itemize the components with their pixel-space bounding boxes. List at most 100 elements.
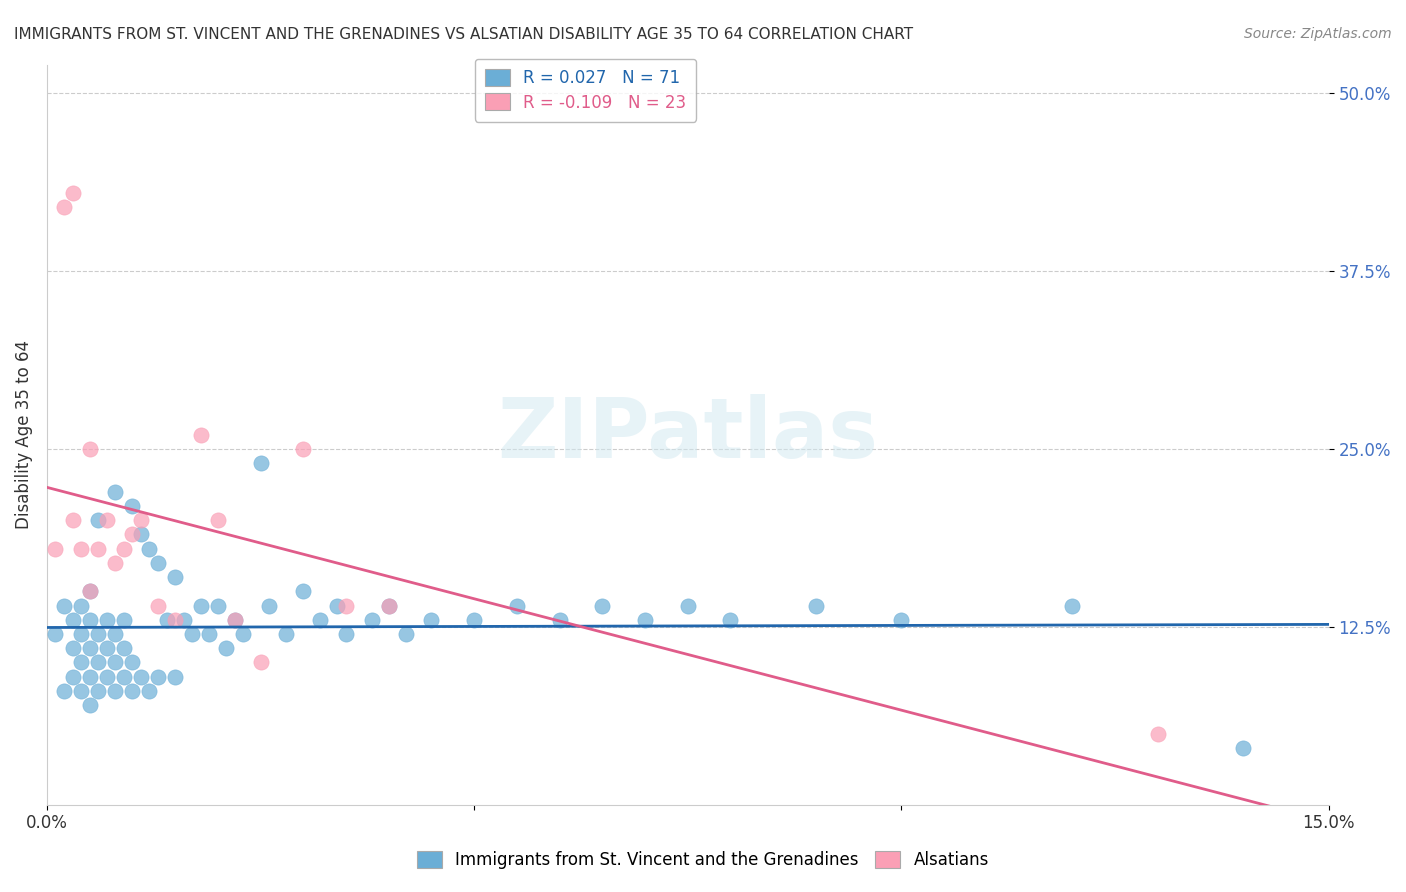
Point xyxy=(70,656,93,670)
Point xyxy=(104,484,127,499)
Point xyxy=(129,527,152,541)
Point xyxy=(62,513,84,527)
Point xyxy=(190,599,212,613)
Point xyxy=(104,656,127,670)
Point xyxy=(165,570,187,584)
Point xyxy=(420,613,443,627)
Text: ZIPatlas: ZIPatlas xyxy=(498,394,879,475)
Point xyxy=(70,627,93,641)
Point xyxy=(676,599,699,613)
Point xyxy=(79,584,101,599)
Point xyxy=(87,627,110,641)
Point xyxy=(79,698,101,712)
Point xyxy=(395,627,418,641)
Point xyxy=(591,599,613,613)
Point xyxy=(309,613,332,627)
Point xyxy=(79,613,101,627)
Point xyxy=(44,627,66,641)
Legend: R = 0.027   N = 71, R = -0.109   N = 23: R = 0.027 N = 71, R = -0.109 N = 23 xyxy=(474,59,696,121)
Point xyxy=(1232,740,1254,755)
Point xyxy=(96,670,118,684)
Point xyxy=(129,513,152,527)
Point xyxy=(890,613,912,627)
Point xyxy=(87,541,110,556)
Point xyxy=(165,670,187,684)
Point xyxy=(121,499,143,513)
Point xyxy=(79,641,101,656)
Point xyxy=(506,599,529,613)
Point xyxy=(155,613,177,627)
Point xyxy=(181,627,204,641)
Point xyxy=(634,613,657,627)
Point xyxy=(96,513,118,527)
Point xyxy=(104,684,127,698)
Point xyxy=(292,584,315,599)
Point xyxy=(165,613,187,627)
Point xyxy=(104,627,127,641)
Point xyxy=(377,599,399,613)
Point xyxy=(121,684,143,698)
Point xyxy=(62,613,84,627)
Point xyxy=(53,684,76,698)
Point xyxy=(96,641,118,656)
Point xyxy=(87,513,110,527)
Point xyxy=(79,670,101,684)
Point xyxy=(62,641,84,656)
Point xyxy=(112,613,135,627)
Point xyxy=(215,641,238,656)
Point xyxy=(224,613,246,627)
Point xyxy=(249,456,271,470)
Point xyxy=(207,513,229,527)
Text: Source: ZipAtlas.com: Source: ZipAtlas.com xyxy=(1244,27,1392,41)
Point xyxy=(276,627,298,641)
Point xyxy=(190,427,212,442)
Point xyxy=(224,613,246,627)
Point xyxy=(112,541,135,556)
Point xyxy=(53,599,76,613)
Point xyxy=(1062,599,1084,613)
Point xyxy=(138,684,160,698)
Point xyxy=(326,599,349,613)
Point xyxy=(146,670,169,684)
Point xyxy=(720,613,742,627)
Point xyxy=(129,670,152,684)
Point xyxy=(360,613,382,627)
Point xyxy=(335,599,357,613)
Point xyxy=(207,599,229,613)
Point xyxy=(121,656,143,670)
Point xyxy=(70,541,93,556)
Legend: Immigrants from St. Vincent and the Grenadines, Alsatians: Immigrants from St. Vincent and the Gren… xyxy=(406,841,1000,880)
Point xyxy=(146,556,169,570)
Point xyxy=(335,627,357,641)
Point xyxy=(146,599,169,613)
Point xyxy=(463,613,485,627)
Point xyxy=(70,599,93,613)
Point xyxy=(292,442,315,456)
Point xyxy=(232,627,254,641)
Point xyxy=(257,599,280,613)
Point xyxy=(249,656,271,670)
Point xyxy=(121,527,143,541)
Point xyxy=(96,613,118,627)
Point xyxy=(87,656,110,670)
Point xyxy=(548,613,571,627)
Point xyxy=(112,641,135,656)
Point xyxy=(198,627,221,641)
Point xyxy=(804,599,827,613)
Point xyxy=(87,684,110,698)
Point xyxy=(377,599,399,613)
Text: IMMIGRANTS FROM ST. VINCENT AND THE GRENADINES VS ALSATIAN DISABILITY AGE 35 TO : IMMIGRANTS FROM ST. VINCENT AND THE GREN… xyxy=(14,27,912,42)
Point xyxy=(53,200,76,214)
Point xyxy=(79,584,101,599)
Point xyxy=(62,186,84,200)
Y-axis label: Disability Age 35 to 64: Disability Age 35 to 64 xyxy=(15,341,32,529)
Point xyxy=(70,684,93,698)
Point xyxy=(112,670,135,684)
Point xyxy=(44,541,66,556)
Point xyxy=(104,556,127,570)
Point xyxy=(79,442,101,456)
Point xyxy=(62,670,84,684)
Point xyxy=(138,541,160,556)
Point xyxy=(1146,726,1168,740)
Point xyxy=(173,613,195,627)
